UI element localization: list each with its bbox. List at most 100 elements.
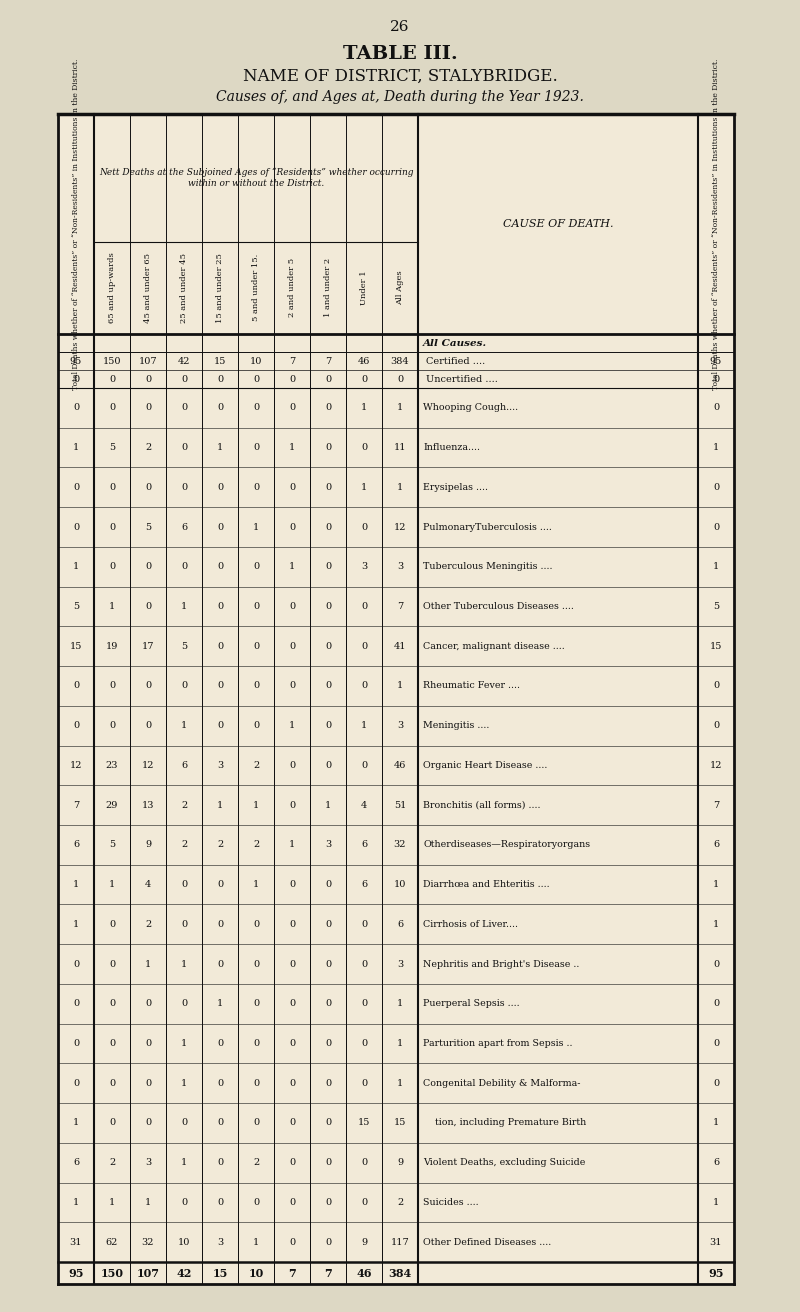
Text: 15: 15 [358,1118,370,1127]
Text: 2: 2 [181,800,187,810]
Text: 0: 0 [181,1118,187,1127]
Text: 1: 1 [713,563,719,571]
Text: Bronchitis (all forms) ....: Bronchitis (all forms) .... [423,800,541,810]
Text: 0: 0 [109,403,115,412]
Text: 0: 0 [145,1039,151,1048]
Text: 0: 0 [181,1198,187,1207]
Text: All Causes.: All Causes. [423,338,487,348]
Text: 0: 0 [325,959,331,968]
Text: 7: 7 [397,602,403,611]
Text: 0: 0 [109,483,115,492]
Text: 1: 1 [217,443,223,453]
Text: 0: 0 [361,642,367,651]
Text: 0: 0 [217,1118,223,1127]
Text: 0: 0 [109,563,115,571]
Text: 0: 0 [713,722,719,731]
Text: NAME OF DISTRICT, STALYBRIDGE.: NAME OF DISTRICT, STALYBRIDGE. [242,67,558,84]
Text: 3: 3 [145,1158,151,1168]
Text: 0: 0 [73,483,79,492]
Text: 1: 1 [361,483,367,492]
Text: 15: 15 [394,1118,406,1127]
Text: 2 and under 5: 2 and under 5 [288,258,296,318]
Text: 1: 1 [289,722,295,731]
Text: 0: 0 [289,800,295,810]
Text: 0: 0 [325,880,331,890]
Text: 1: 1 [109,1198,115,1207]
Text: 0: 0 [217,563,223,571]
Text: 0: 0 [361,1039,367,1048]
Text: 0: 0 [289,1078,295,1088]
Text: 0: 0 [289,642,295,651]
Text: 10: 10 [250,357,262,366]
Text: 0: 0 [145,374,151,383]
Text: 15: 15 [70,642,82,651]
Text: 7: 7 [325,357,331,366]
Text: 1: 1 [397,403,403,412]
Text: 12: 12 [142,761,154,770]
Text: 0: 0 [109,1078,115,1088]
Text: 0: 0 [109,959,115,968]
Text: 1: 1 [181,959,187,968]
Text: 2: 2 [253,841,259,849]
Text: 0: 0 [73,959,79,968]
Text: 0: 0 [145,483,151,492]
Text: 0: 0 [361,1078,367,1088]
Text: 5: 5 [109,841,115,849]
Text: 6: 6 [361,880,367,890]
Text: 0: 0 [73,522,79,531]
Text: 0: 0 [253,563,259,571]
Text: 1: 1 [713,1118,719,1127]
Text: 7: 7 [324,1267,332,1278]
Text: 46: 46 [358,357,370,366]
Text: 0: 0 [253,959,259,968]
Text: 0: 0 [217,403,223,412]
Text: 41: 41 [394,642,406,651]
Text: 46: 46 [356,1267,372,1278]
Text: 0: 0 [253,1078,259,1088]
Text: tion, including Premature Birth: tion, including Premature Birth [423,1118,586,1127]
Text: 0: 0 [289,1158,295,1168]
Text: 5 and under 15.: 5 and under 15. [252,255,260,321]
Text: Parturition apart from Sepsis ..: Parturition apart from Sepsis .. [423,1039,573,1048]
Text: 0: 0 [217,681,223,690]
Text: 15: 15 [710,642,722,651]
Text: 12: 12 [394,522,406,531]
Text: 26: 26 [390,20,410,34]
Text: 0: 0 [109,722,115,731]
Text: 0: 0 [289,522,295,531]
Text: 2: 2 [145,920,151,929]
Text: 0: 0 [361,920,367,929]
Text: 0: 0 [289,1118,295,1127]
Text: 0: 0 [109,1118,115,1127]
Text: Whooping Cough....: Whooping Cough.... [423,403,518,412]
Text: 0: 0 [109,920,115,929]
Text: 0: 0 [361,602,367,611]
Text: 1: 1 [361,403,367,412]
Text: 6: 6 [181,522,187,531]
Text: 0: 0 [217,602,223,611]
Bar [58,114,734,1284]
Text: 15: 15 [212,1267,228,1278]
Text: 0: 0 [713,1039,719,1048]
Text: 0: 0 [217,642,223,651]
Text: 0: 0 [713,959,719,968]
Text: Certified ....: Certified .... [426,357,486,366]
Text: Total Deaths whether of “Residents” or “Non-Residents” in Institutions in the Di: Total Deaths whether of “Residents” or “… [72,58,80,390]
Text: 3: 3 [217,1237,223,1246]
Text: 0: 0 [73,1000,79,1009]
Text: 0: 0 [253,920,259,929]
Text: 1: 1 [253,800,259,810]
Text: 117: 117 [390,1237,410,1246]
Text: 2: 2 [109,1158,115,1168]
Text: 10: 10 [178,1237,190,1246]
Text: 0: 0 [289,880,295,890]
Text: 1: 1 [109,880,115,890]
Text: 1: 1 [713,443,719,453]
Text: 13: 13 [142,800,154,810]
Text: 1: 1 [325,800,331,810]
Text: 1: 1 [713,920,719,929]
Text: Puerperal Sepsis ....: Puerperal Sepsis .... [423,1000,520,1009]
Text: 150: 150 [102,357,122,366]
Text: 3: 3 [397,722,403,731]
Text: 0: 0 [253,1039,259,1048]
